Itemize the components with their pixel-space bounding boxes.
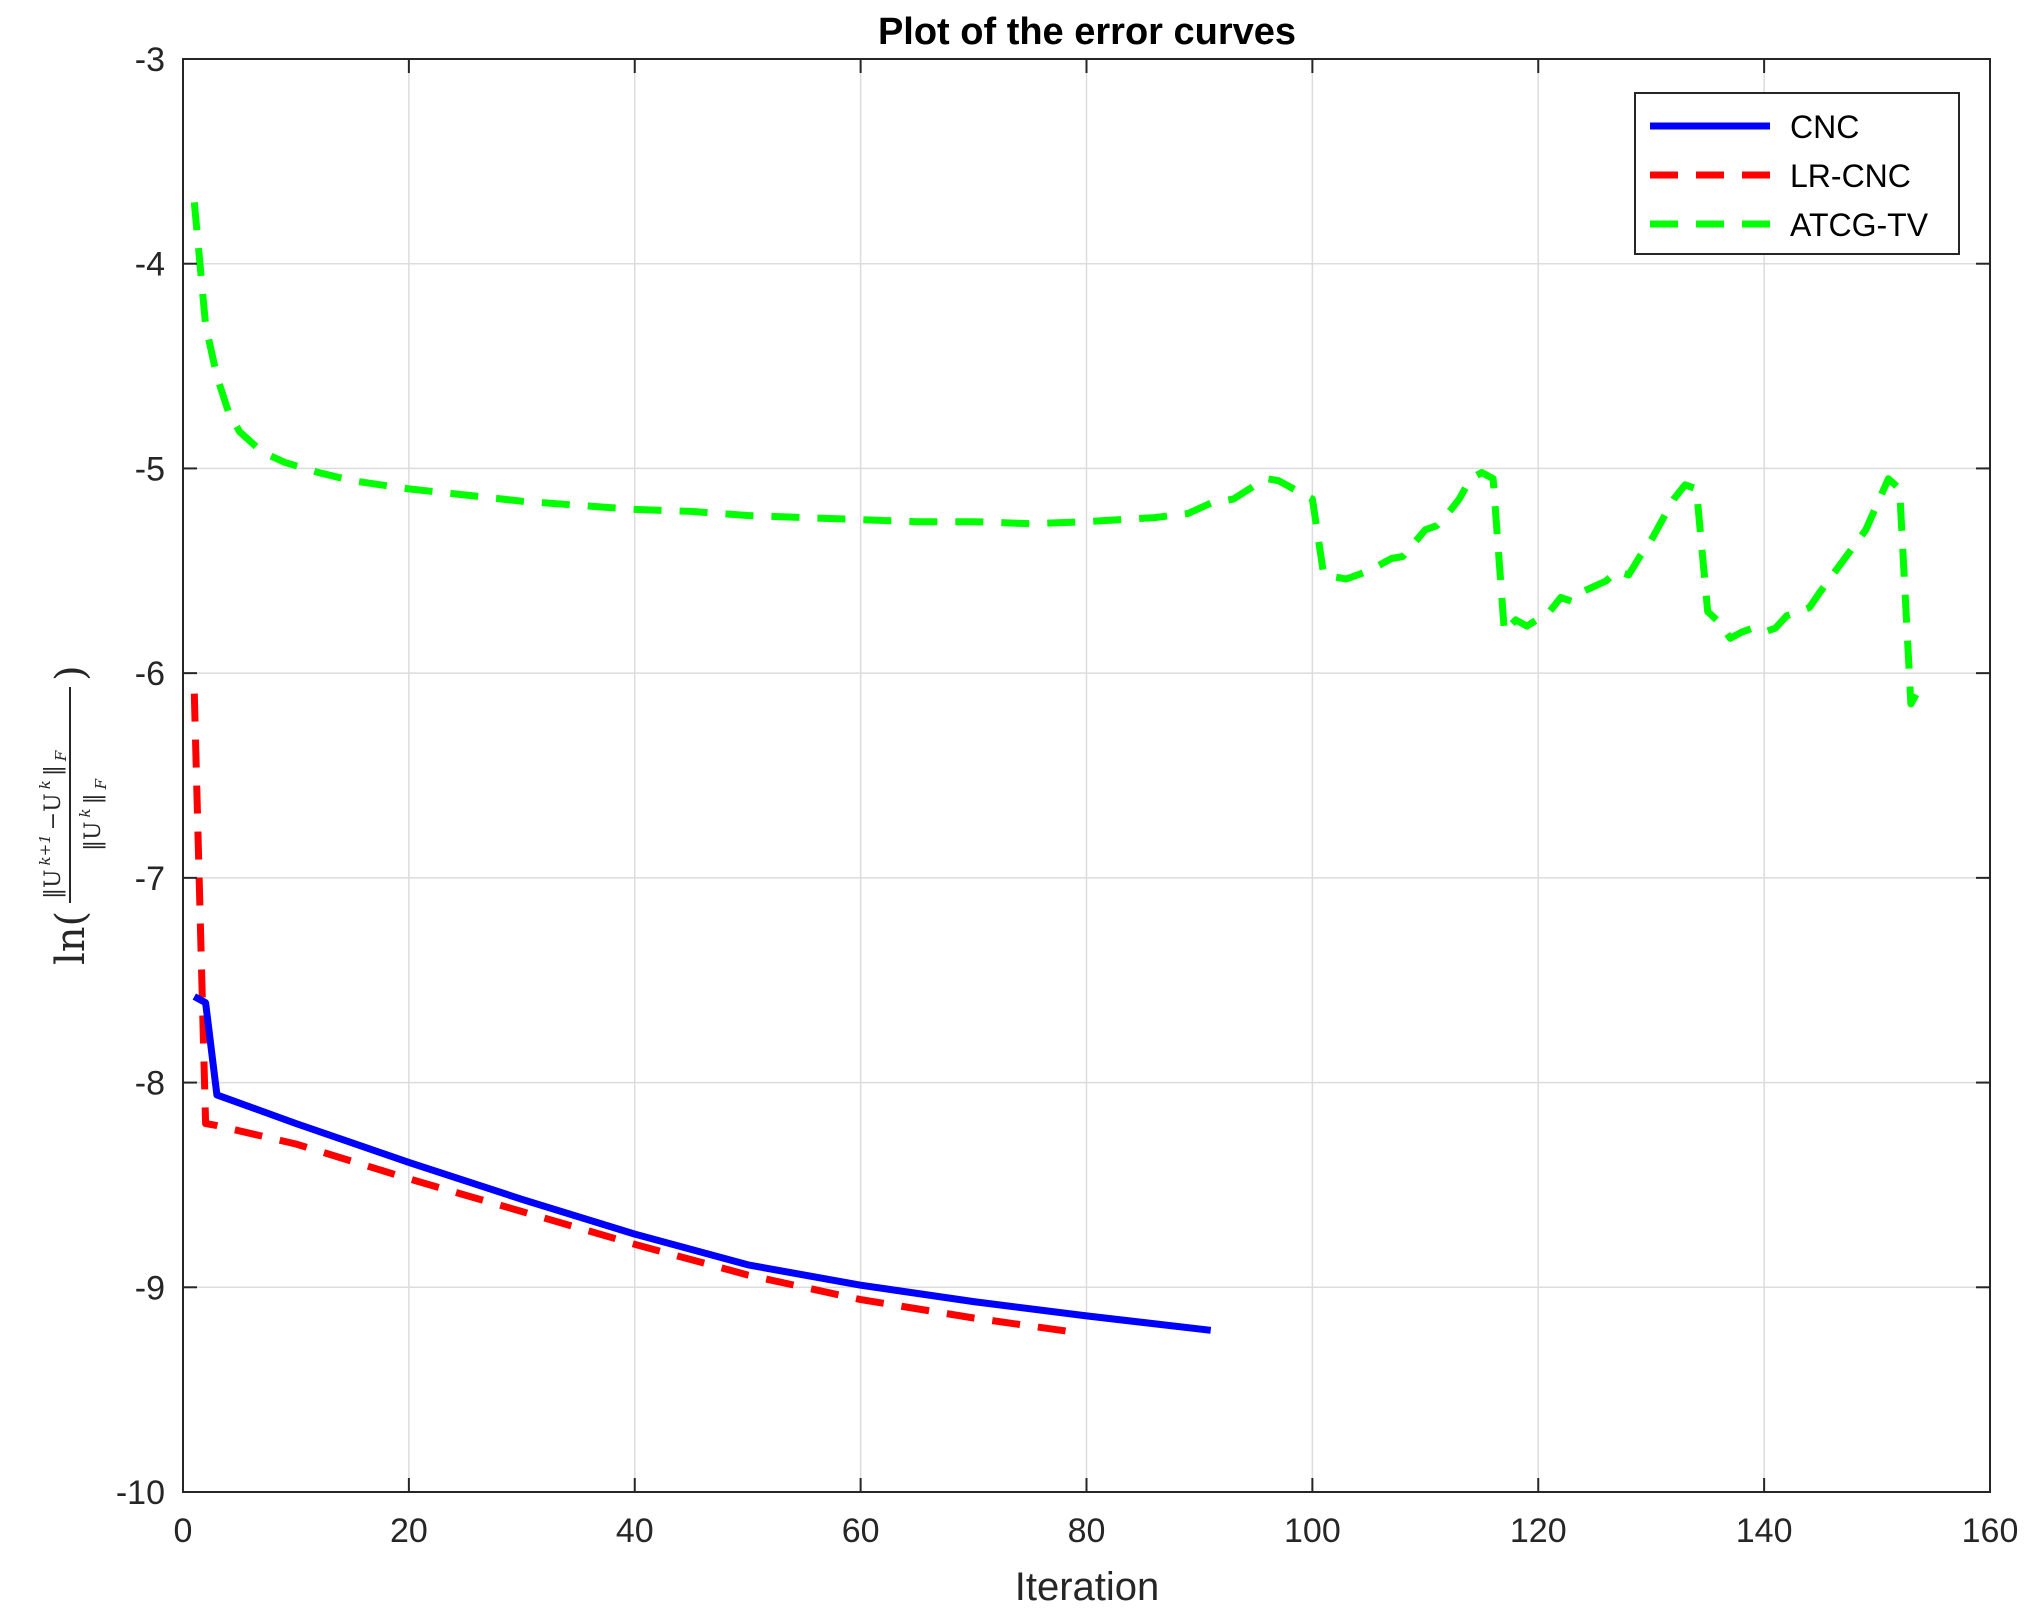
x-tick-labels: 0 20 40 60 80 100 120 140 160 <box>174 1512 2019 1550</box>
y-axis-label-num-sub: F <box>52 750 70 762</box>
y-tick-label: -5 <box>135 450 165 488</box>
legend-label-atcg-tv: ATCG-TV <box>1790 207 1929 243</box>
legend-box <box>1634 92 1960 255</box>
x-tick-label: 20 <box>390 1512 428 1550</box>
x-axis-label: Iteration <box>1015 1565 1160 1609</box>
y-tick-label: -6 <box>135 655 165 693</box>
y-axis-label-num-sup2: k <box>36 780 54 789</box>
x-tick-label: 0 <box>174 1512 193 1550</box>
y-axis-label-num-part1: ‖U <box>41 869 66 899</box>
y-tick-label: -3 <box>135 41 165 79</box>
y-axis-label-num-part3: ‖ <box>41 765 66 776</box>
y-axis-label-den-part2: ‖ <box>81 793 106 804</box>
y-axis-label-numerator: ‖U k+1 −U k ‖ F <box>36 750 70 899</box>
x-tick-label: 120 <box>1510 1512 1567 1550</box>
legend-label-lr-cnc: LR-CNC <box>1790 158 1911 194</box>
y-tick-labels: -10 -9 -8 -7 -6 -5 -4 -3 <box>116 41 165 1512</box>
x-tick-label: 140 <box>1736 1512 1793 1550</box>
x-tick-label: 40 <box>616 1512 654 1550</box>
y-axis-label-denominator: ‖U k ‖ F <box>76 778 110 851</box>
ticks <box>182 58 1991 1493</box>
series-line-cnc <box>192 993 1212 1334</box>
y-tick-label: -10 <box>116 1474 165 1512</box>
y-axis-label-num-sup1: k+1 <box>36 834 54 865</box>
y-axis-label: ln( ‖U k+1 −U k ‖ F ‖U k ‖ F ) <box>36 665 110 965</box>
y-tick-label: -7 <box>135 860 165 898</box>
y-axis-label-num-part2: −U <box>41 793 66 830</box>
series-line-atcg-tv <box>190 201 1926 708</box>
y-axis-label-suffix: ) <box>48 665 94 681</box>
y-axis-label-den-part1: ‖U <box>81 821 106 851</box>
y-axis-label-den-sub: F <box>92 778 110 790</box>
y-tick-label: -8 <box>135 1065 165 1103</box>
y-tick-label: -4 <box>135 246 165 284</box>
series-line-lr-cnc <box>190 693 1076 1336</box>
legend: CNC LR-CNC ATCG-TV <box>1634 92 1960 255</box>
x-tick-label: 100 <box>1284 1512 1341 1550</box>
legend-label-cnc: CNC <box>1790 109 1859 145</box>
series-group <box>190 201 1926 1336</box>
y-axis-label-den-sup: k <box>76 808 94 817</box>
y-tick-label: -9 <box>135 1269 165 1307</box>
grid <box>183 59 1990 1492</box>
x-tick-label: 80 <box>1068 1512 1106 1550</box>
y-axis-label-prefix: ln( <box>48 911 94 965</box>
chart-title: Plot of the error curves <box>878 11 1296 53</box>
x-tick-label: 60 <box>842 1512 880 1550</box>
x-tick-label: 160 <box>1962 1512 2019 1550</box>
